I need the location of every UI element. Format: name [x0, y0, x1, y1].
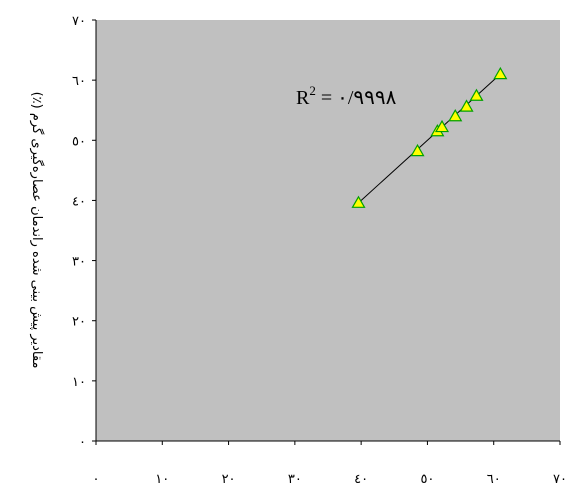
data-point-triangle	[493, 66, 508, 80]
data-point-triangle	[434, 119, 450, 133]
y-tick-label: ٠	[79, 435, 86, 450]
x-tick-label: ٠	[93, 472, 100, 487]
r-squared-annotation: R2 = ٠/٩٩٩٨	[296, 83, 397, 109]
data-point-triangle	[459, 99, 474, 112]
x-tick-label: ٢٠	[222, 472, 236, 487]
x-tick-label: ٤٠	[354, 472, 368, 487]
x-tick-label: ٦٠	[487, 472, 501, 487]
data-point-triangle	[351, 195, 366, 208]
data-point-triangle	[469, 88, 484, 101]
data-point-triangle	[410, 143, 425, 157]
y-tick-label: ٤٠	[72, 194, 86, 209]
y-tick-label: ٢٠	[72, 315, 86, 330]
y-tick-label: ١٠	[72, 375, 86, 390]
x-ticks: ٠ ١٠ ٢٠ ٣٠ ٤٠ ٥٠ ٦٠ ٧٠	[93, 441, 566, 487]
y-ticks: ٠ ١٠ ٢٠ ٣٠ ٤٠ ٥٠ ٦٠ ٧٠	[72, 14, 96, 450]
x-tick-label: ٥٠	[420, 472, 434, 487]
y-tick-label: ٥٠	[72, 134, 86, 149]
data-point-triangle	[448, 109, 463, 122]
x-tick-label: ١٠	[155, 472, 169, 487]
data-points	[351, 66, 508, 208]
x-tick-label: ٣٠	[288, 472, 302, 487]
x-tick-label: ٧٠	[553, 472, 566, 487]
y-tick-label: ٣٠	[72, 255, 86, 270]
y-axis-label: مقادیر پیش بینی شده راندمان عصاره‌گیری گ…	[29, 92, 45, 369]
y-tick-label: ٧٠	[72, 14, 86, 29]
y-tick-label: ٦٠	[72, 74, 86, 89]
